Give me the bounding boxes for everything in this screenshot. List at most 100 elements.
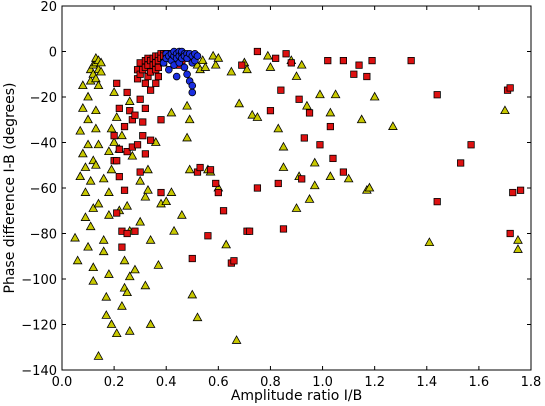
y-tick-label: 20 bbox=[40, 0, 57, 15]
series-triangle-point bbox=[124, 271, 135, 281]
series-square-point bbox=[123, 88, 131, 97]
series-triangle-point bbox=[145, 319, 156, 328]
series-square-point bbox=[355, 61, 363, 69]
series-triangle-point bbox=[278, 141, 289, 151]
series-square-point bbox=[113, 209, 121, 217]
series-square-point bbox=[272, 54, 280, 62]
series-triangle-point bbox=[182, 132, 192, 142]
series-triangle-point bbox=[96, 66, 106, 76]
series-triangle-point bbox=[111, 112, 122, 121]
series-triangle-point bbox=[122, 287, 133, 297]
series-triangle-point bbox=[252, 112, 263, 121]
series-triangle-point bbox=[176, 209, 187, 219]
series-square-point bbox=[219, 207, 228, 215]
series-triangle-point bbox=[184, 114, 195, 124]
series-square-point bbox=[133, 141, 142, 149]
series-triangle-point bbox=[247, 109, 258, 119]
series-triangle-point bbox=[90, 73, 101, 83]
series-triangle-point bbox=[242, 64, 252, 74]
series-triangle-point bbox=[513, 244, 523, 253]
series-square-point bbox=[433, 91, 441, 99]
x-axis-label: Amplitude ratio I/B bbox=[231, 388, 362, 404]
series-triangle-point bbox=[72, 255, 83, 265]
series-triangle-point bbox=[106, 319, 117, 328]
series-triangle-point bbox=[169, 225, 179, 235]
series-square-point bbox=[506, 229, 514, 238]
series-triangle-point bbox=[315, 89, 325, 99]
series-circle-point bbox=[165, 65, 173, 74]
series-square-point bbox=[506, 84, 514, 92]
series-square-point bbox=[141, 79, 149, 87]
series-triangle-point bbox=[143, 184, 153, 194]
series-square-point bbox=[516, 186, 525, 194]
series-triangle-point bbox=[309, 180, 320, 190]
series-square-point bbox=[113, 79, 121, 87]
series-square-point bbox=[457, 159, 465, 167]
series-square-point bbox=[253, 47, 262, 56]
series-triangle-point bbox=[166, 187, 177, 196]
x-tick-label: 0.4 bbox=[156, 375, 177, 390]
series-triangle-point bbox=[226, 66, 237, 76]
series-triangle-point bbox=[210, 59, 221, 69]
series-square-point bbox=[326, 122, 334, 131]
series-triangle-point bbox=[161, 196, 172, 206]
series-square-point bbox=[136, 168, 144, 176]
series-triangle-point bbox=[153, 260, 164, 269]
series-triangle-point bbox=[388, 121, 398, 130]
series-triangle-point bbox=[85, 221, 96, 231]
series-triangle-point bbox=[83, 139, 93, 149]
x-axis-ticks: 0.0 0.2 0.4 0.6 0.8 1.0 1.2 1.4 1.6 1.8 bbox=[52, 6, 542, 390]
series-circle-point bbox=[188, 88, 197, 97]
series-triangle-point bbox=[98, 235, 109, 244]
series-square-point bbox=[154, 72, 163, 81]
series-triangle-point bbox=[77, 148, 88, 158]
series-circle-point bbox=[183, 70, 191, 79]
series-square-point bbox=[433, 198, 441, 206]
y-tick-label: −120 bbox=[21, 319, 57, 334]
series-square-point bbox=[146, 86, 155, 94]
series-triangle-point bbox=[106, 123, 117, 133]
series-square-point bbox=[123, 229, 131, 238]
series-square-point bbox=[253, 184, 262, 192]
series-triangle-point bbox=[101, 310, 112, 319]
series-square-point bbox=[316, 141, 324, 149]
series-square-point bbox=[350, 70, 358, 78]
x-tick-label: 1.0 bbox=[312, 375, 333, 390]
series-triangle-point bbox=[117, 130, 127, 140]
series-square-point bbox=[120, 122, 129, 131]
series-square-point bbox=[115, 173, 123, 181]
series-square-point bbox=[131, 111, 139, 119]
series-square-point bbox=[141, 104, 149, 112]
series-triangle-point bbox=[262, 50, 273, 60]
series-triangle-point bbox=[304, 194, 315, 203]
series-square-point bbox=[329, 154, 337, 163]
series-triangle-point bbox=[85, 175, 96, 185]
series-triangle-point bbox=[197, 55, 208, 64]
y-axis-label: Phase difference I-B (degrees) bbox=[2, 83, 18, 294]
series-square-point bbox=[113, 157, 121, 165]
series-triangle-point bbox=[325, 171, 336, 181]
series-triangle-point bbox=[77, 103, 88, 112]
series-triangle-point bbox=[88, 203, 99, 212]
series-triangle-point bbox=[75, 125, 86, 135]
series-triangle-point bbox=[124, 96, 135, 105]
series-triangle-point bbox=[187, 289, 198, 299]
x-tick-label: 1.8 bbox=[521, 375, 542, 390]
series-triangle-point bbox=[192, 312, 203, 322]
series-triangle-point bbox=[104, 146, 114, 156]
x-tick-label: 0.8 bbox=[260, 375, 281, 390]
series-triangle-point bbox=[80, 187, 91, 196]
series-triangle-point bbox=[93, 139, 104, 149]
series-triangle-point bbox=[77, 80, 88, 90]
series-square-point bbox=[266, 107, 275, 115]
y-tick-label: −140 bbox=[21, 364, 57, 379]
series-square-point bbox=[154, 63, 163, 72]
series-square-point bbox=[157, 116, 165, 124]
series-triangle-point bbox=[98, 173, 109, 183]
series-square-point bbox=[245, 227, 254, 235]
series-triangle-point bbox=[93, 80, 104, 90]
series-square-point bbox=[277, 86, 285, 94]
series-triangle-point bbox=[234, 98, 245, 108]
series-triangle-point bbox=[124, 326, 135, 335]
series-triangle-point bbox=[96, 57, 106, 67]
